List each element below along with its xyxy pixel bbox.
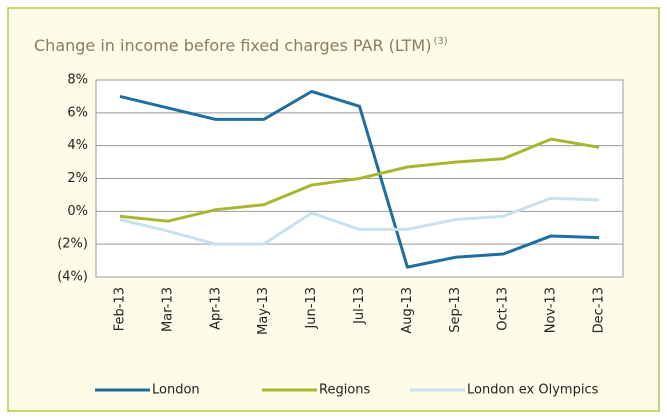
legend-label: London <box>152 383 200 398</box>
x-tick-label: Aug-13 <box>400 287 415 334</box>
y-tick-label: 4% <box>67 138 88 153</box>
legend-label: London ex Olympics <box>467 383 599 398</box>
chart-title: Change in income before fixed charges PA… <box>34 36 448 55</box>
y-tick-label: 8% <box>67 73 88 88</box>
x-tick-label: Feb-13 <box>112 287 127 331</box>
y-tick-label: 6% <box>67 105 88 120</box>
x-tick-label: May-13 <box>256 287 271 335</box>
title-text: Change in income before fixed charges PA… <box>34 36 431 55</box>
y-tick-label: 2% <box>67 171 88 186</box>
x-tick-label: Mar-13 <box>160 287 175 332</box>
x-tick-label: Sep-13 <box>448 287 463 333</box>
series-line <box>119 137 600 223</box>
y-tick-label: (2%) <box>57 237 88 252</box>
x-tick-label: Oct-13 <box>496 287 511 331</box>
legend-label: Regions <box>319 383 371 398</box>
series-line <box>119 89 600 269</box>
y-tick-label: (4%) <box>57 270 88 285</box>
series-line <box>119 196 600 246</box>
x-tick-label: Nov-13 <box>544 287 559 333</box>
x-tick-label: Jun-13 <box>304 287 319 330</box>
title-note: (3) <box>433 36 447 47</box>
x-tick-label: Jul-13 <box>352 287 367 325</box>
y-tick-label: 0% <box>67 204 88 219</box>
x-tick-label: Apr-13 <box>208 287 223 330</box>
x-tick-label: Dec-13 <box>592 287 607 333</box>
